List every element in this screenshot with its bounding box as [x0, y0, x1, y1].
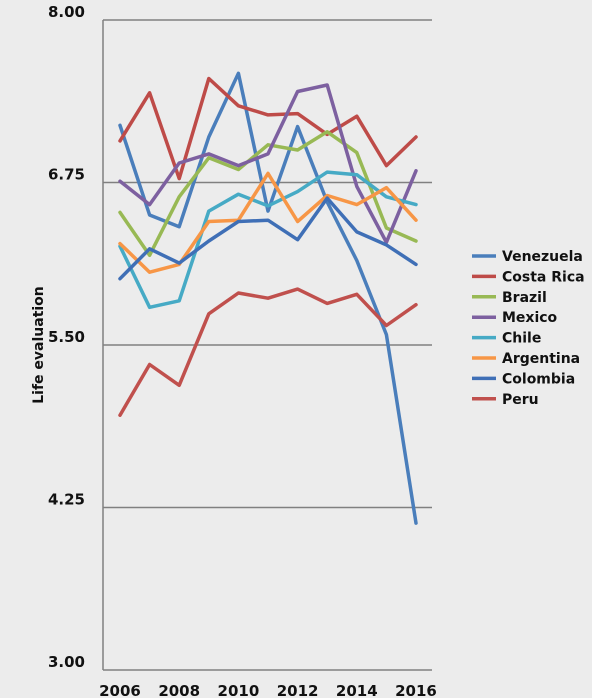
- x-tick-label: 2008: [158, 682, 200, 698]
- legend-label-venezuela: Venezuela: [502, 249, 583, 265]
- legend-label-costa-rica: Costa Rica: [502, 269, 585, 285]
- series-line-colombia: [118, 196, 418, 281]
- legend-label-argentina: Argentina: [502, 351, 580, 367]
- y-tick-label: 8.00: [48, 3, 85, 21]
- legend-label-chile: Chile: [502, 331, 541, 347]
- y-tick-label: 3.00: [48, 653, 85, 671]
- y-tick-label: 4.25: [48, 491, 85, 509]
- legend: Venezuela Costa Rica Brazil Mexico Chile Arge…: [472, 249, 585, 408]
- series-line-costa-rica: [118, 76, 418, 181]
- legend-label-brazil: Brazil: [502, 290, 547, 306]
- x-tick-label: 2014: [336, 682, 378, 698]
- gridlines: [103, 19, 432, 671]
- series-line-peru: [118, 287, 418, 417]
- x-tick-label: 2012: [277, 682, 319, 698]
- x-tick-label: 2010: [218, 682, 260, 698]
- series-line-argentina: [118, 171, 418, 274]
- legend-label-colombia: Colombia: [502, 371, 575, 387]
- series-line-chile: [118, 170, 418, 310]
- y-tick-label: 6.75: [48, 166, 85, 184]
- y-tick-labels: 3.00 4.25 5.50 6.75 8.00: [48, 3, 85, 671]
- series-line-venezuela: [118, 71, 418, 525]
- x-tick-label: 2016: [395, 682, 437, 698]
- y-axis-title: Life evaluation: [31, 286, 47, 404]
- x-tick-label: 2006: [99, 682, 141, 698]
- series-lines: [118, 71, 418, 525]
- legend-label-mexico: Mexico: [502, 310, 558, 326]
- y-tick-label: 5.50: [48, 328, 85, 346]
- legend-label-peru: Peru: [502, 392, 539, 408]
- series-line-brazil: [118, 130, 418, 258]
- x-tick-labels: 2006 2008 2010 2012 2014 2016: [99, 682, 437, 698]
- series-line-mexico: [118, 83, 418, 245]
